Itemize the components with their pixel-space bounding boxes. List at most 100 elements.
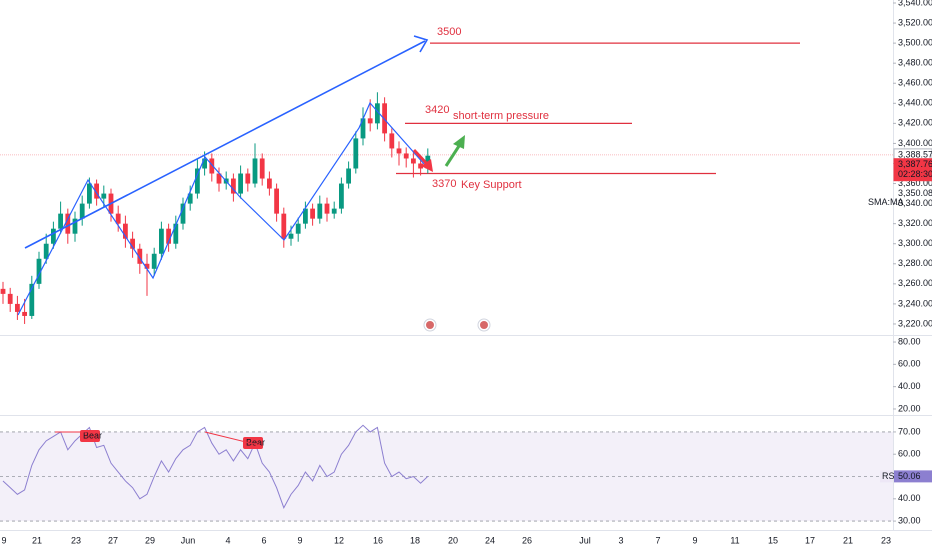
x-tick-label: 27: [108, 535, 118, 545]
candle-body: [360, 118, 366, 139]
candle-body: [389, 133, 395, 149]
level-label: 3370: [432, 178, 456, 190]
y-tick-label: 70.00: [898, 426, 921, 436]
y-tick-label: 3,420.00: [898, 118, 932, 128]
candle-body: [101, 193, 107, 199]
annotation: Key Support: [461, 179, 522, 191]
wave-lines: [17, 101, 426, 316]
x-tick-label: 18: [410, 535, 420, 545]
down-arrow: [412, 148, 430, 167]
y-tick-label: 3,520.00: [898, 17, 932, 27]
x-tick-label: 4: [225, 535, 230, 545]
y-tick-label: 30.00: [898, 515, 921, 525]
candle-body: [29, 283, 35, 316]
x-tick-label: 23: [71, 535, 81, 545]
candle-body: [187, 193, 193, 204]
x-tick-label: 23: [881, 535, 891, 545]
candle-body: [209, 158, 215, 174]
annotation: short-term pressure: [453, 110, 549, 122]
y-tick-label: 3,480.00: [898, 58, 932, 68]
candle-body: [36, 258, 42, 284]
candle-body: [375, 103, 380, 124]
y-tick-label: 80.00: [898, 336, 921, 346]
candle-body: [15, 303, 20, 312]
x-tick-label: 16: [373, 535, 383, 545]
candle-body: [252, 158, 258, 184]
y-tick-label: 3,220.00: [898, 318, 932, 328]
x-tick-label: Jun: [181, 535, 196, 545]
level-label: 3500: [437, 26, 461, 38]
candle-body: [281, 213, 287, 239]
x-tick-label: 17: [805, 535, 815, 545]
x-tick-label: 3: [618, 535, 623, 545]
x-tick-label: 21: [843, 535, 853, 545]
y-tick-label: 3,280.00: [898, 258, 932, 268]
bear-box: [243, 437, 263, 449]
candle-body: [331, 208, 337, 214]
candle-body: [303, 208, 308, 224]
candle-body: [238, 173, 243, 194]
arrow-head: [413, 35, 429, 53]
candle-body: [216, 173, 222, 184]
y-tick-label: 3,340.00: [898, 198, 932, 208]
price-label: 3,350.08: [898, 188, 932, 198]
y-tick-label: 40.00: [898, 493, 921, 503]
candle-body: [382, 103, 387, 134]
y-tick-label: 3,320.00: [898, 218, 932, 228]
x-tick-label: 24: [485, 535, 495, 545]
price-label-box: [893, 158, 932, 182]
candle-body: [353, 138, 359, 169]
y-tick-label: 20.00: [898, 403, 921, 413]
price-label: 3,388.57: [898, 149, 932, 159]
candle-body: [65, 213, 71, 234]
candle-body: [166, 228, 171, 244]
trend-line: [24, 40, 426, 249]
candle-body: [180, 203, 186, 224]
candle-body: [79, 203, 85, 219]
y-tick-label: 3,240.00: [898, 298, 932, 308]
candle-body: [137, 248, 143, 264]
legend-box: [880, 470, 893, 483]
flag-icon: [426, 321, 434, 329]
candle-body: [43, 243, 49, 259]
candle-body: [367, 118, 373, 124]
candle-body: [7, 293, 13, 304]
divergence-line: [204, 431, 263, 447]
candle-body: [173, 223, 179, 244]
candle-body: [259, 158, 265, 179]
candle-body: [0, 288, 6, 294]
y-tick-label: 3,500.00: [898, 38, 932, 48]
candle-body: [94, 183, 99, 199]
candle-body: [130, 238, 135, 249]
candle-body: [159, 228, 164, 254]
candle-body: [245, 173, 251, 184]
indicator-label: SMA:MA: [868, 197, 904, 207]
candle-body: [403, 153, 409, 159]
candle-body: [324, 203, 330, 214]
candle-body: [123, 223, 128, 239]
rsi-line: [2, 424, 429, 509]
y-tick-label: 3,540.00: [898, 0, 932, 7]
price-label: 3,387.76: [898, 159, 932, 169]
x-tick-label: 6: [261, 535, 266, 545]
down-arrow-head: [421, 159, 433, 172]
legend-label: RSI: [882, 471, 897, 481]
candle-body: [58, 213, 63, 229]
x-tick-label: 12: [334, 535, 344, 545]
candle-body: [195, 168, 200, 194]
candle-body: [87, 183, 92, 204]
x-tick-label: 15: [768, 535, 778, 545]
current-box: [894, 470, 932, 483]
countdown: 02:28:30: [898, 169, 932, 179]
y-tick-label: 3,440.00: [898, 98, 932, 108]
y-tick-label: 3,300.00: [898, 238, 932, 248]
current-label: 50.06: [898, 471, 921, 481]
candle-body: [411, 158, 416, 164]
flag-icon: [480, 321, 488, 329]
bear-label: Bear: [83, 430, 102, 440]
up-arrow: [444, 145, 461, 167]
level-label: 3420: [425, 104, 449, 116]
candle-body: [151, 253, 157, 269]
candle-body: [72, 218, 78, 234]
